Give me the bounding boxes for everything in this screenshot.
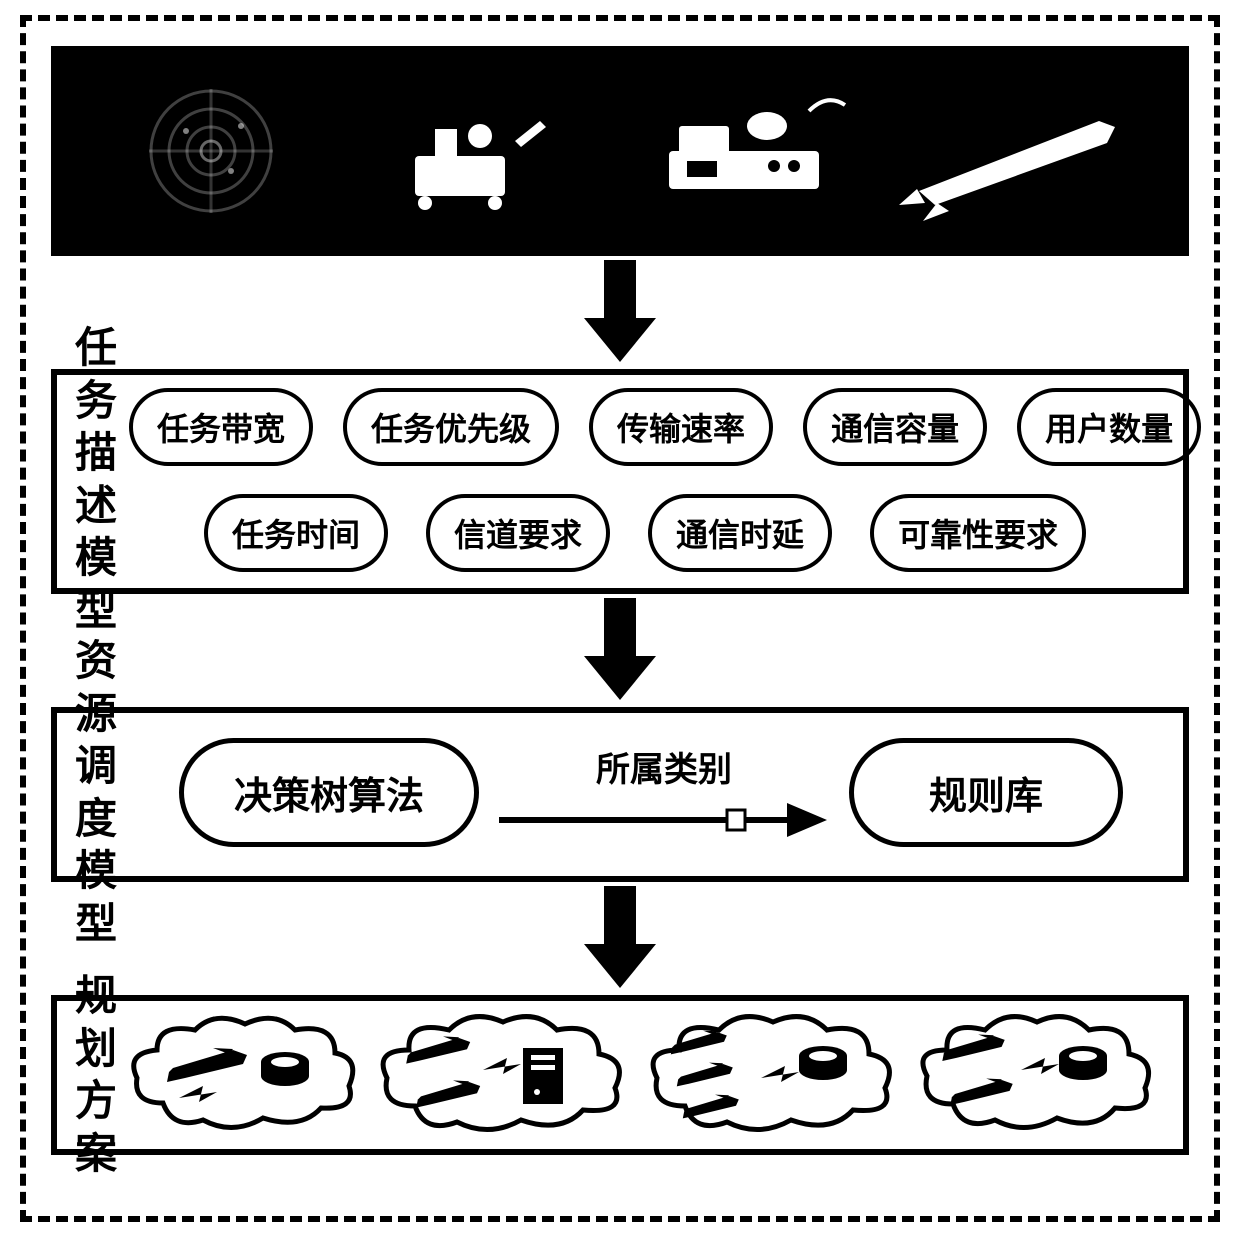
pill-rate: 传输速率 [589,388,773,466]
task-pill-area: 任务带宽 任务优先级 传输速率 通信容量 用户数量 任务时间 信道要求 通信时延… [119,388,1201,572]
task-pill-row-2: 任务时间 信道要求 通信时延 可靠性要求 [129,494,1201,572]
scheduling-label: 资源调度模型 [67,635,154,950]
planning-label: 规划方案 [67,970,123,1180]
top-item-missile [879,46,1159,256]
pill-delay: 通信时延 [648,494,832,572]
top-item-radar [81,46,340,256]
plan-cloud-3 [643,1008,903,1143]
top-image-bar [51,46,1189,256]
arrow-down-1 [51,260,1189,365]
plan-cloud-4 [913,1008,1163,1143]
pill-users: 用户数量 [1017,388,1201,466]
scheduling-section: 资源调度模型 决策树算法 所属类别 规则库 [51,707,1189,882]
arrow-down-2 [51,598,1189,703]
category-arrow: 所属类别 [499,742,829,843]
top-item-equipment [340,46,599,256]
arrow-down-3 [51,886,1189,991]
task-pill-row-1: 任务带宽 任务优先级 传输速率 通信容量 用户数量 [129,388,1201,466]
pill-reliability: 可靠性要求 [870,494,1086,572]
outer-dashed-container: 任务描述模型 任务带宽 任务优先级 传输速率 通信容量 用户数量 任务时间 信道… [20,15,1220,1222]
planning-section: 规划方案 [51,995,1189,1155]
top-item-console [599,46,879,256]
task-model-section: 任务描述模型 任务带宽 任务优先级 传输速率 通信容量 用户数量 任务时间 信道… [51,369,1189,594]
pill-channel: 信道要求 [426,494,610,572]
plan-cloud-1 [123,1008,363,1143]
pill-decision-tree: 决策树算法 [179,738,479,847]
pill-bandwidth: 任务带宽 [129,388,313,466]
category-arrow-label: 所属类别 [596,742,732,791]
pill-priority: 任务优先级 [343,388,559,466]
plan-cloud-2 [373,1008,633,1143]
cloud-area [123,1008,1163,1143]
pill-capacity: 通信容量 [803,388,987,466]
pill-rule-base: 规则库 [849,738,1123,847]
pill-time: 任务时间 [204,494,388,572]
scheduling-body: 决策树算法 所属类别 规则库 [154,738,1163,847]
task-model-label: 任务描述模型 [67,322,119,637]
